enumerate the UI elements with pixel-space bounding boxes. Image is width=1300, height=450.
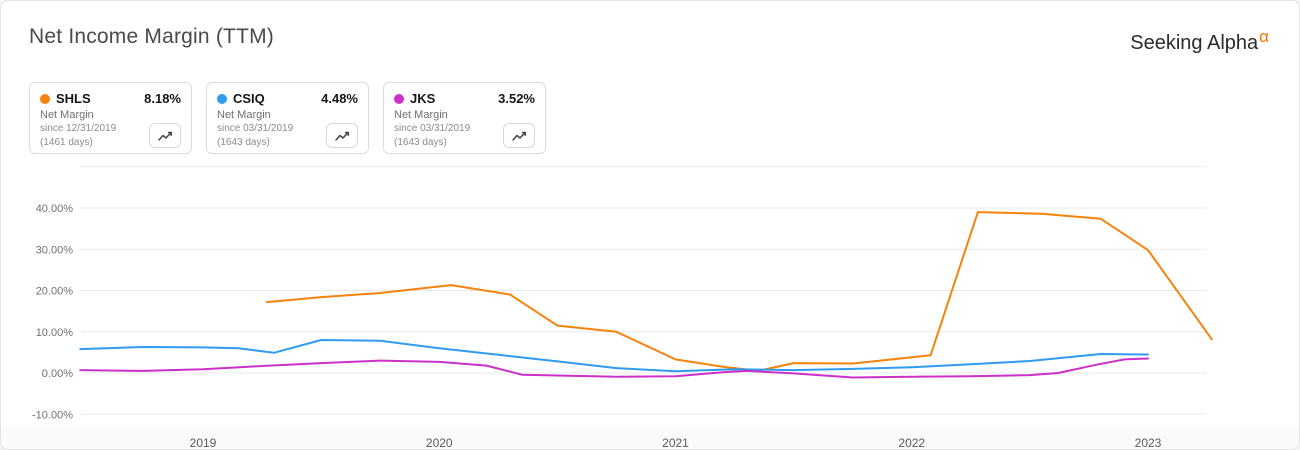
legend: SHLS 8.18% Net Margin since 12/31/2019 (…: [1, 55, 1299, 154]
since-days: (1643 days): [217, 136, 270, 148]
sparkline-icon: [511, 131, 526, 141]
series-color-dot-shls: [40, 93, 50, 104]
metric-name: Net Margin: [217, 109, 271, 121]
y-tick-label: 40.00%: [36, 203, 74, 215]
since-date: since 03/31/2019: [217, 123, 294, 134]
y-tick-label: 30.00%: [36, 244, 74, 256]
series-line-shls[interactable]: [265, 211, 1213, 372]
metric-value: 4.48%: [321, 91, 358, 106]
since-date: since 12/31/2019: [40, 123, 117, 134]
legend-card-jks[interactable]: JKS 3.52% Net Margin since 03/31/2019 (1…: [383, 82, 546, 154]
metric-value: 3.52%: [498, 91, 535, 106]
sparkline-icon: [334, 131, 349, 141]
series-color-dot-csiq: [217, 93, 227, 104]
metric-name: Net Margin: [394, 109, 448, 121]
since-date: since 03/31/2019: [394, 123, 471, 134]
since-days: (1461 days): [40, 136, 93, 148]
ticker-label: SHLS: [56, 91, 91, 106]
ticker-label: CSIQ: [233, 91, 265, 106]
line-chart[interactable]: 40.00% 30.00% 20.00% 10.00% 0.00% -10.00% 2019…: [1, 162, 1299, 450]
chart-area[interactable]: 40.00% 30.00% 20.00% 10.00% 0.00% -10.00% 2019…: [1, 162, 1299, 450]
seeking-alpha-logo: Seeking Alphaα: [1130, 25, 1269, 55]
since-days: (1643 days): [394, 136, 447, 148]
x-tick-label: 2020: [426, 436, 453, 450]
x-tick-label: 2023: [1135, 436, 1162, 450]
x-axis-band: [1, 428, 1299, 449]
series-line-csiq[interactable]: [79, 339, 1149, 373]
y-tick-label: 0.00%: [42, 368, 73, 380]
ticker-label: JKS: [410, 91, 436, 106]
x-tick-label: 2019: [190, 436, 217, 450]
legend-card-csiq[interactable]: CSIQ 4.48% Net Margin since 03/31/2019 (…: [206, 82, 369, 154]
legend-card-shls[interactable]: SHLS 8.18% Net Margin since 12/31/2019 (…: [29, 82, 192, 154]
logo-text: Seeking Alpha: [1130, 32, 1259, 54]
sparkline-button[interactable]: [326, 123, 358, 148]
alpha-icon: α: [1259, 27, 1269, 46]
y-tick-label: 20.00%: [36, 286, 74, 298]
y-tick-label: -10.00%: [32, 409, 73, 421]
series-line-jks[interactable]: [79, 357, 1149, 379]
sparkline-button[interactable]: [149, 123, 181, 148]
sparkline-button[interactable]: [503, 123, 535, 148]
metric-name: Net Margin: [40, 109, 94, 121]
sparkline-icon: [157, 131, 172, 141]
series-color-dot-jks: [394, 93, 404, 104]
metric-value: 8.18%: [144, 91, 181, 106]
y-tick-label: 10.00%: [36, 327, 74, 339]
page-title: Net Income Margin (TTM): [29, 25, 274, 48]
x-tick-label: 2022: [898, 436, 925, 450]
header: Net Income Margin (TTM) Seeking Alphaα: [1, 1, 1299, 55]
x-tick-label: 2021: [662, 436, 689, 450]
